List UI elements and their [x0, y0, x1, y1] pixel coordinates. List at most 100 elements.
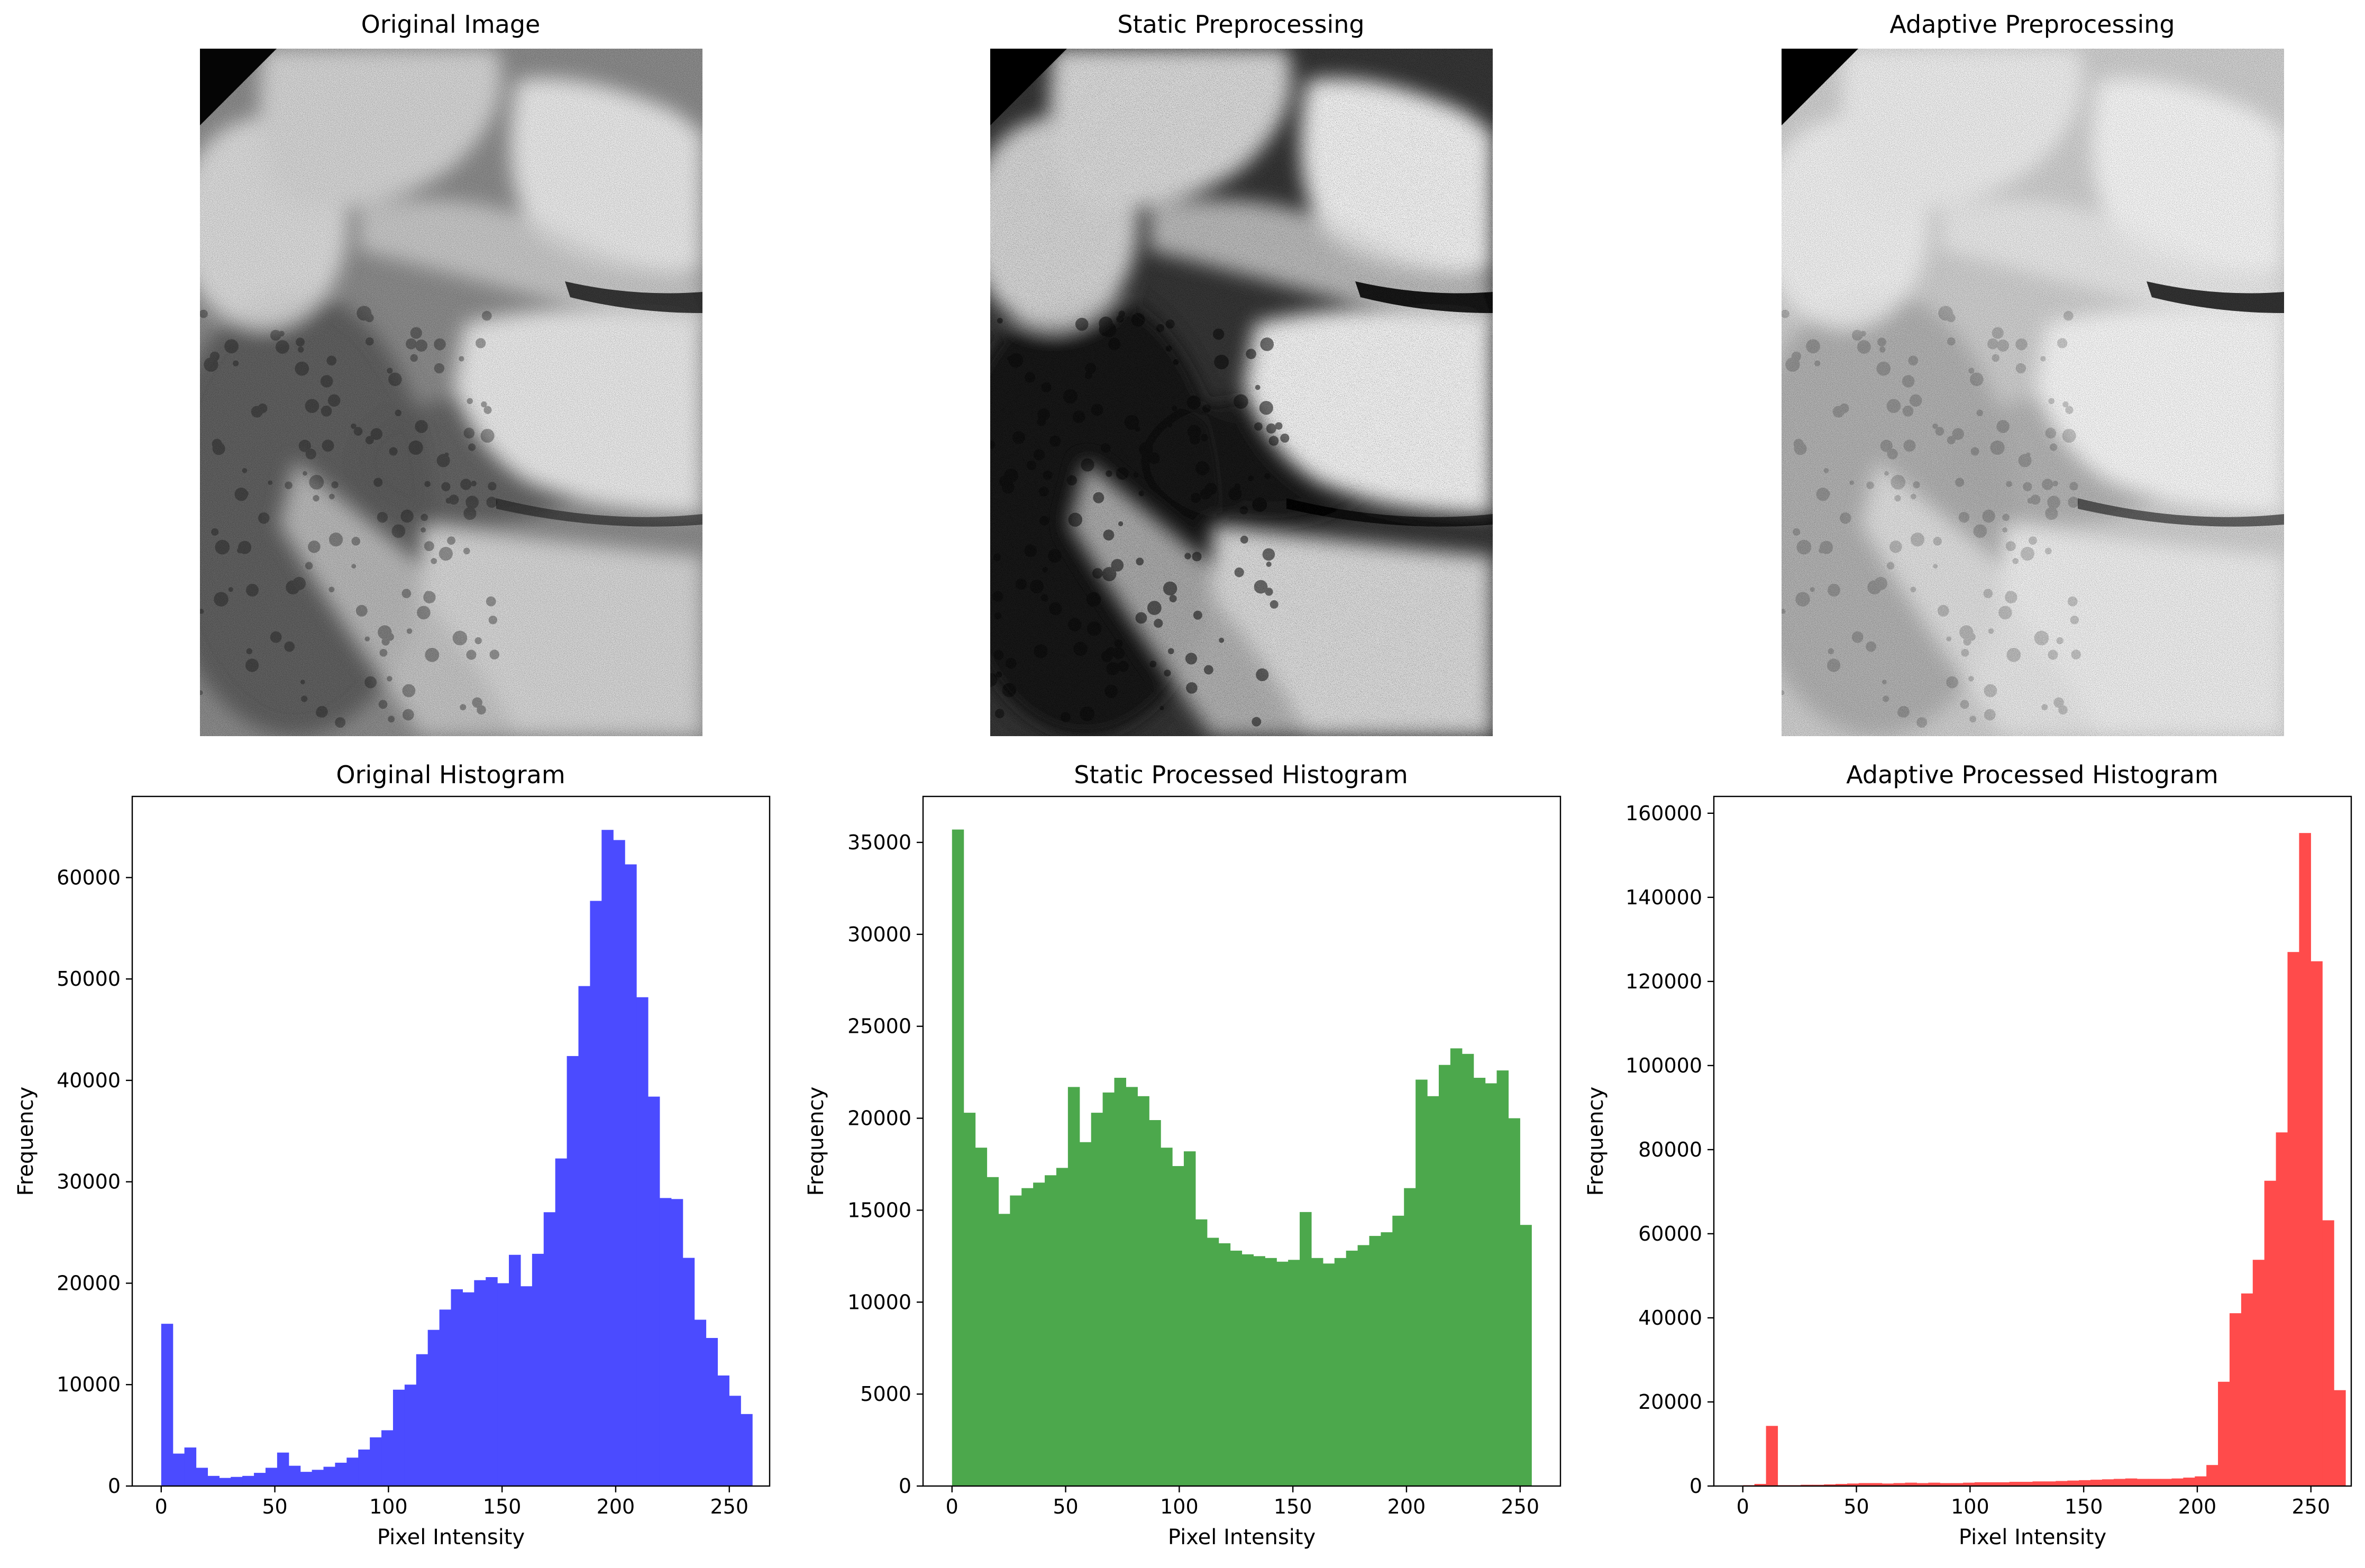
histogram-bar: [659, 1198, 672, 1486]
xray-image-static: [990, 49, 1493, 736]
histogram-bar: [404, 1384, 417, 1486]
histogram-bar: [358, 1449, 370, 1486]
histogram-bar: [1021, 1188, 1034, 1486]
histogram-bar: [2102, 1479, 2114, 1486]
histogram-bar: [567, 1056, 579, 1486]
histogram-bar: [2206, 1465, 2218, 1486]
y-tick-label: 15000: [847, 1198, 911, 1222]
x-tick-label: 150: [1274, 1495, 1312, 1518]
histogram-bar: [172, 1453, 185, 1486]
histogram-bar: [1847, 1483, 1859, 1486]
histogram-bar: [2079, 1480, 2091, 1486]
histogram-bar: [741, 1414, 753, 1486]
histogram-bar: [1126, 1087, 1138, 1486]
histogram-bar: [231, 1477, 243, 1486]
histogram-bar: [625, 864, 637, 1486]
histogram-bar: [998, 1214, 1010, 1486]
x-tick-label: 0: [155, 1495, 168, 1518]
y-tick-label: 25000: [847, 1015, 911, 1038]
histogram-bar: [590, 901, 602, 1486]
histogram-bar: [2264, 1180, 2277, 1486]
histogram-bar: [1485, 1083, 1497, 1486]
histogram-original: Original Histogram 0 50 100 150 200 250 0 10000…: [14, 760, 771, 1549]
xray-image-adaptive: [1782, 49, 2284, 736]
histogram-bar: [1300, 1212, 1312, 1486]
x-tick-label: 150: [483, 1495, 522, 1518]
x-tick-label: 100: [1160, 1495, 1199, 1518]
image-panel-original: Original Image: [200, 10, 702, 736]
histogram-bar: [1392, 1215, 1404, 1486]
histogram-static: Static Processed Histogram 0 50 100 150 200 2…: [804, 760, 1562, 1549]
histogram-bar: [2113, 1479, 2126, 1486]
y-tick-label: 0: [108, 1474, 121, 1498]
histogram-bar: [265, 1468, 278, 1486]
histogram-bar: [543, 1212, 556, 1486]
y-axis-label: Frequency: [804, 1087, 828, 1196]
y-tick-label: 40000: [57, 1069, 121, 1092]
histogram-bar: [288, 1465, 301, 1486]
histogram-bar: [242, 1475, 254, 1486]
histogram-bar: [1334, 1258, 1347, 1486]
histogram-bar: [462, 1292, 474, 1486]
histogram-bar: [1462, 1053, 1474, 1486]
histogram-bar: [532, 1253, 544, 1486]
histogram-bar: [520, 1286, 533, 1486]
y-tick-label: 0: [899, 1474, 911, 1498]
histogram-bar: [1450, 1048, 1463, 1486]
y-tick-label: 60000: [57, 866, 121, 889]
histogram-bar: [1496, 1070, 1509, 1486]
histogram-bar: [1357, 1245, 1370, 1486]
histogram-bar: [1010, 1195, 1022, 1486]
histogram-bar: [2311, 961, 2323, 1486]
histogram-bar: [1824, 1484, 1836, 1486]
y-tick-label: 100000: [1626, 1054, 1702, 1077]
histogram-bar: [277, 1452, 289, 1486]
chart-title: Adaptive Processed Histogram: [1846, 760, 2218, 789]
histogram-bar: [1369, 1236, 1382, 1486]
y-tick-label: 35000: [847, 831, 911, 854]
x-axis-label: Pixel Intensity: [377, 1525, 525, 1549]
x-tick-label: 100: [369, 1495, 408, 1518]
y-tick-label: 5000: [860, 1382, 911, 1406]
histogram-bar: [1056, 1168, 1069, 1486]
histogram-bar: [474, 1280, 486, 1486]
histogram-bar: [2160, 1479, 2172, 1486]
histogram-bar: [1974, 1482, 1987, 1486]
histogram-bar: [2056, 1481, 2068, 1486]
histogram-bar: [1218, 1243, 1231, 1486]
histogram-bar: [2136, 1479, 2149, 1486]
histogram-bar: [184, 1447, 197, 1486]
x-tick-label: 100: [1951, 1495, 1989, 1518]
histogram-bar: [497, 1283, 509, 1486]
histogram-bar: [1882, 1483, 1894, 1486]
histogram-bar: [2299, 833, 2311, 1486]
histogram-bar: [439, 1309, 452, 1486]
y-tick-label: 50000: [57, 967, 121, 991]
chart-title: Original Histogram: [336, 760, 565, 789]
histogram-bar: [219, 1478, 231, 1486]
y-tick-label: 20000: [1638, 1390, 1702, 1414]
y-tick-label: 80000: [1638, 1138, 1702, 1161]
histogram-bar: [1963, 1482, 1975, 1486]
histogram-bar: [1183, 1151, 1196, 1486]
x-tick-label: 50: [1053, 1495, 1078, 1518]
histogram-bar: [1916, 1483, 1929, 1486]
x-tick-label: 250: [1501, 1495, 1539, 1518]
x-tick-label: 150: [2065, 1495, 2103, 1518]
histogram-bar: [1893, 1483, 1906, 1486]
histogram-bar: [706, 1338, 718, 1486]
histogram-bar: [486, 1277, 498, 1486]
x-axis-label: Pixel Intensity: [1959, 1525, 2106, 1549]
histogram-bar: [1997, 1482, 2010, 1486]
histogram-bar: [2276, 1132, 2288, 1486]
y-tick-label: 10000: [57, 1373, 121, 1396]
x-tick-label: 250: [2291, 1495, 2330, 1518]
histogram-bar: [1149, 1120, 1161, 1486]
histogram-bar: [2334, 1390, 2346, 1486]
y-tick-label: 60000: [1638, 1222, 1702, 1245]
histogram-bar: [1416, 1079, 1428, 1486]
axes-frame: [922, 795, 1562, 1487]
histogram-bar: [671, 1199, 683, 1486]
histogram-bar: [1858, 1483, 1871, 1486]
x-tick-label: 0: [946, 1495, 958, 1518]
